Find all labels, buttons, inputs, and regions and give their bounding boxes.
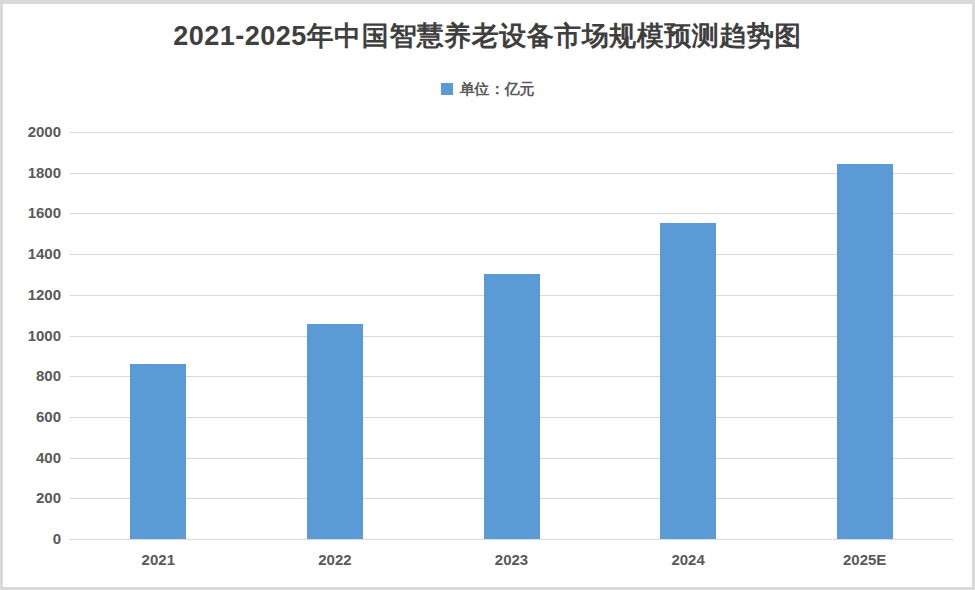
xtick-label-2023: 2023 [467, 551, 557, 568]
ytick-label-1400: 1400 [9, 245, 61, 262]
xtick-label-2022: 2022 [290, 551, 380, 568]
chart-figure: 2021-2025年中国智慧养老设备市场规模预测趋势图 单位：亿元 020040… [0, 0, 975, 590]
gridline-y1800 [70, 173, 953, 174]
ytick-label-400: 400 [9, 449, 61, 466]
xtick-label-2021: 2021 [113, 551, 203, 568]
bar-2022 [307, 324, 363, 539]
ytick-label-200: 200 [9, 489, 61, 506]
gridline-y1600 [70, 213, 953, 214]
xtick-label-2025E: 2025E [820, 551, 910, 568]
xtick-label-2024: 2024 [643, 551, 733, 568]
ytick-label-1600: 1600 [9, 204, 61, 221]
plot-area: 0 200 400 600 800 1000 1200 1400 1600 1800 2000 202… [3, 4, 972, 587]
gridline-y2000 [70, 132, 953, 133]
ytick-label-2000: 2000 [9, 123, 61, 140]
gridline-y0 [70, 539, 953, 540]
ytick-label-600: 600 [9, 408, 61, 425]
ytick-label-1000: 1000 [9, 327, 61, 344]
ytick-label-0: 0 [9, 530, 61, 547]
bar-2023 [484, 274, 540, 539]
ytick-label-1800: 1800 [9, 164, 61, 181]
bar-2024 [660, 223, 716, 539]
bar-2021 [130, 364, 186, 539]
gridline-y1400 [70, 254, 953, 255]
ytick-label-1200: 1200 [9, 286, 61, 303]
ytick-label-800: 800 [9, 367, 61, 384]
bar-2025E [837, 164, 893, 539]
